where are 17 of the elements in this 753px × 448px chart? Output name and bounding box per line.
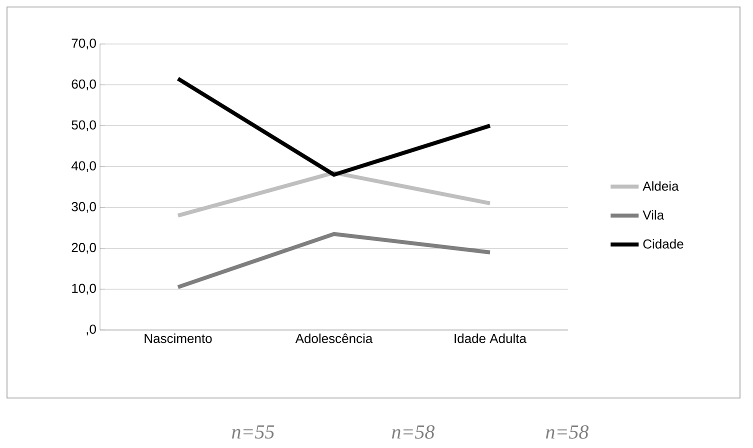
y-tick-label: 30,0: [72, 202, 96, 213]
y-tick-label: ,0: [86, 324, 96, 336]
text: n=58: [392, 425, 435, 439]
y-tick-label: 50,0: [72, 120, 96, 132]
legend-label: Cidade: [643, 239, 684, 249]
legend-label: Aldeia: [642, 181, 679, 191]
y-tick-label: 20,0: [72, 242, 96, 254]
y-tick-label: 60,0: [72, 79, 96, 90]
text: n=58: [546, 425, 589, 439]
y-tick-label: 10,0: [72, 284, 96, 295]
x-tick-label: Idade Adulta: [454, 334, 526, 344]
text: n=55: [232, 425, 274, 439]
x-tick-label: Nascimento: [144, 334, 212, 344]
x-tick-label: Adolescência: [295, 334, 373, 344]
y-tick-label: 70,0: [72, 38, 96, 50]
y-tick-label: 40,0: [71, 161, 96, 172]
legend-label: Vila: [642, 210, 664, 220]
